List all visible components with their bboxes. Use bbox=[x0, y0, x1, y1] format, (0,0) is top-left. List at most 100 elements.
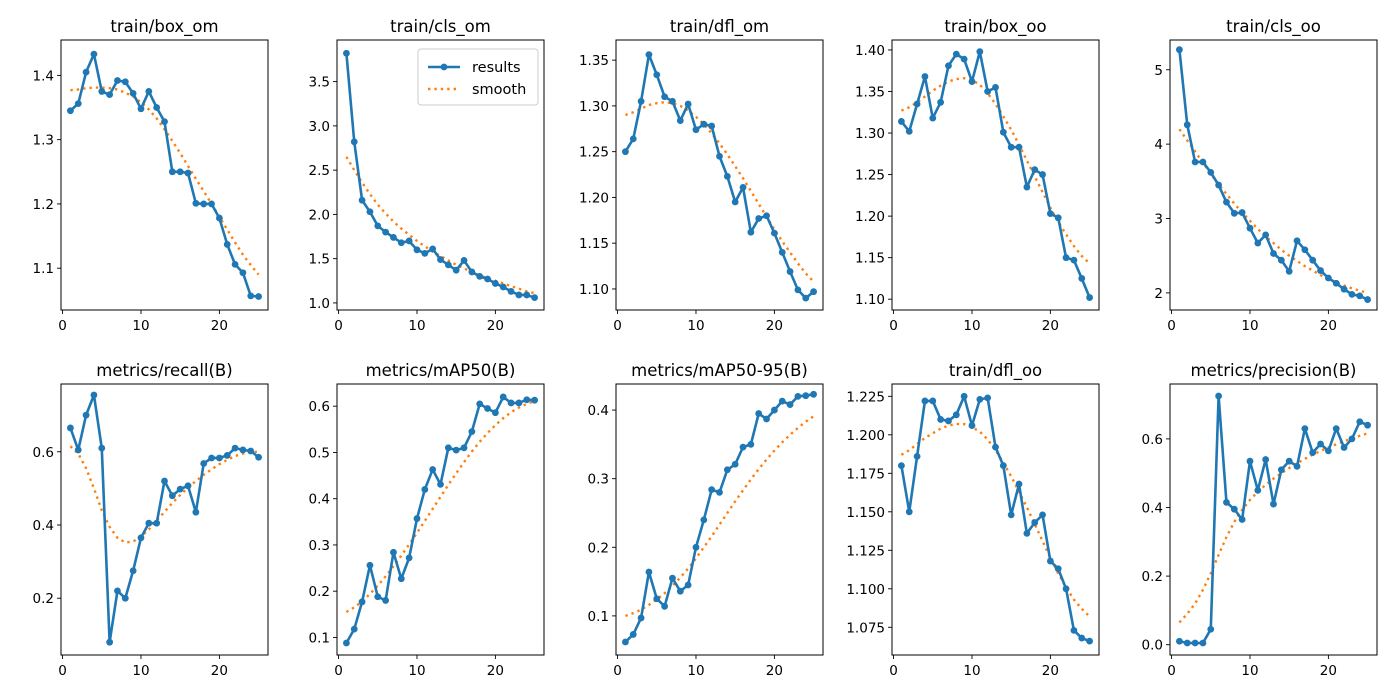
results-data-point bbox=[1031, 166, 1039, 174]
results-data-point bbox=[343, 49, 350, 57]
results-data-point bbox=[976, 48, 984, 56]
results-data-point bbox=[921, 73, 929, 80]
y-tick-label: 1.2 bbox=[33, 197, 54, 213]
results-data-point bbox=[622, 638, 629, 646]
results-data-point bbox=[208, 200, 215, 208]
chart-title: metrics/recall(B) bbox=[96, 361, 232, 380]
y-tick-label: 0.4 bbox=[309, 492, 330, 508]
results-data-point bbox=[90, 50, 98, 58]
x-tick-label: 10 bbox=[132, 318, 149, 334]
results-data-point bbox=[921, 397, 929, 405]
results-data-point bbox=[405, 237, 413, 245]
results-data-point bbox=[1348, 290, 1356, 298]
smooth-series-line bbox=[345, 399, 535, 614]
x-tick-label: 0 bbox=[889, 663, 898, 679]
results-data-point bbox=[168, 492, 176, 500]
axes-frame bbox=[60, 39, 269, 311]
results-data-point bbox=[794, 286, 802, 294]
results-data-point bbox=[637, 614, 645, 622]
x-tick-label: 0 bbox=[58, 663, 67, 679]
results-data-point bbox=[1054, 214, 1062, 222]
results-data-point bbox=[1293, 462, 1301, 470]
x-tick-label: 20 bbox=[487, 318, 504, 334]
results-data-point bbox=[913, 100, 921, 108]
chart-panel-0: train/box_om 0 10 20 1.1 1.2 1.3 1.4 bbox=[33, 17, 269, 334]
results-data-point bbox=[794, 392, 802, 400]
results-series-line bbox=[1178, 49, 1369, 301]
results-data-point bbox=[968, 422, 976, 429]
results-data-point bbox=[114, 587, 121, 595]
results-data-point bbox=[421, 249, 429, 257]
y-tick-label: 0.4 bbox=[1142, 500, 1163, 516]
results-data-point bbox=[1023, 183, 1031, 191]
y-tick-label: 2 bbox=[1154, 286, 1163, 302]
results-data-point bbox=[669, 97, 676, 105]
legend-smooth-label: smooth bbox=[472, 82, 526, 98]
x-tick-label: 10 bbox=[132, 663, 149, 679]
results-data-point bbox=[661, 93, 669, 101]
results-data-point bbox=[106, 91, 114, 99]
axes-frame bbox=[615, 383, 824, 656]
results-data-point bbox=[1023, 529, 1031, 537]
legend-results-marker bbox=[440, 63, 448, 71]
results-data-point bbox=[460, 257, 468, 264]
y-tick-label: 1.20 bbox=[579, 190, 609, 206]
results-data-point bbox=[452, 446, 460, 454]
results-data-point bbox=[1230, 209, 1238, 217]
results-data-point bbox=[1364, 296, 1371, 303]
results-data-point bbox=[1015, 480, 1023, 488]
results-data-point bbox=[952, 50, 960, 58]
results-series-line bbox=[624, 393, 814, 643]
results-data-point bbox=[622, 148, 629, 156]
axes-frame bbox=[336, 383, 545, 656]
x-tick-label: 20 bbox=[766, 663, 783, 679]
results-data-point bbox=[1317, 440, 1324, 448]
results-data-point bbox=[1039, 511, 1046, 519]
x-tick-label: 0 bbox=[58, 318, 67, 334]
chart-legend: results smooth bbox=[417, 48, 539, 106]
y-tick-label: 1.20 bbox=[855, 209, 885, 225]
axes-frame bbox=[1169, 383, 1378, 656]
x-tick-label: 0 bbox=[1167, 318, 1176, 334]
y-tick-label: 0.6 bbox=[33, 445, 54, 461]
results-data-point bbox=[1046, 557, 1054, 565]
chart-panel-6: metrics/mAP50(B) 0 10 20 0.1 0.2 0.3 0.4 0.5 0.6 bbox=[309, 361, 545, 679]
x-tick-label: 10 bbox=[408, 318, 425, 334]
results-data-point bbox=[366, 208, 374, 216]
results-data-point bbox=[1254, 486, 1262, 494]
results-data-point bbox=[1183, 639, 1191, 647]
results-data-point bbox=[390, 548, 397, 556]
results-data-point bbox=[413, 246, 421, 254]
results-data-point bbox=[653, 595, 661, 603]
results-data-point bbox=[708, 486, 716, 494]
results-data-point bbox=[137, 534, 145, 542]
x-tick-label: 10 bbox=[687, 663, 704, 679]
results-data-point bbox=[898, 118, 905, 125]
results-data-point bbox=[137, 105, 145, 113]
y-tick-label: 1.100 bbox=[846, 582, 885, 598]
results-data-point bbox=[669, 574, 676, 582]
results-data-point bbox=[739, 443, 747, 451]
results-data-point bbox=[74, 446, 82, 454]
results-data-point bbox=[945, 417, 952, 425]
y-tick-label: 0.6 bbox=[1142, 432, 1163, 448]
results-data-point bbox=[223, 452, 231, 459]
results-data-point bbox=[1199, 158, 1207, 166]
y-tick-label: 1.30 bbox=[579, 99, 609, 115]
results-data-point bbox=[913, 452, 921, 460]
results-data-point bbox=[176, 485, 184, 493]
results-data-point bbox=[429, 466, 437, 473]
y-tick-label: 1.35 bbox=[579, 53, 609, 69]
smooth-series-line bbox=[1178, 432, 1368, 624]
results-data-point bbox=[684, 100, 692, 108]
results-data-point bbox=[1191, 639, 1199, 647]
results-data-point bbox=[129, 567, 137, 575]
results-data-point bbox=[531, 294, 538, 302]
results-data-point bbox=[1348, 435, 1356, 443]
results-data-point bbox=[629, 135, 637, 143]
results-data-point bbox=[484, 405, 491, 412]
results-data-point bbox=[247, 292, 255, 300]
results-data-point bbox=[397, 575, 405, 583]
results-data-point bbox=[1078, 634, 1086, 642]
results-data-point bbox=[476, 400, 484, 408]
